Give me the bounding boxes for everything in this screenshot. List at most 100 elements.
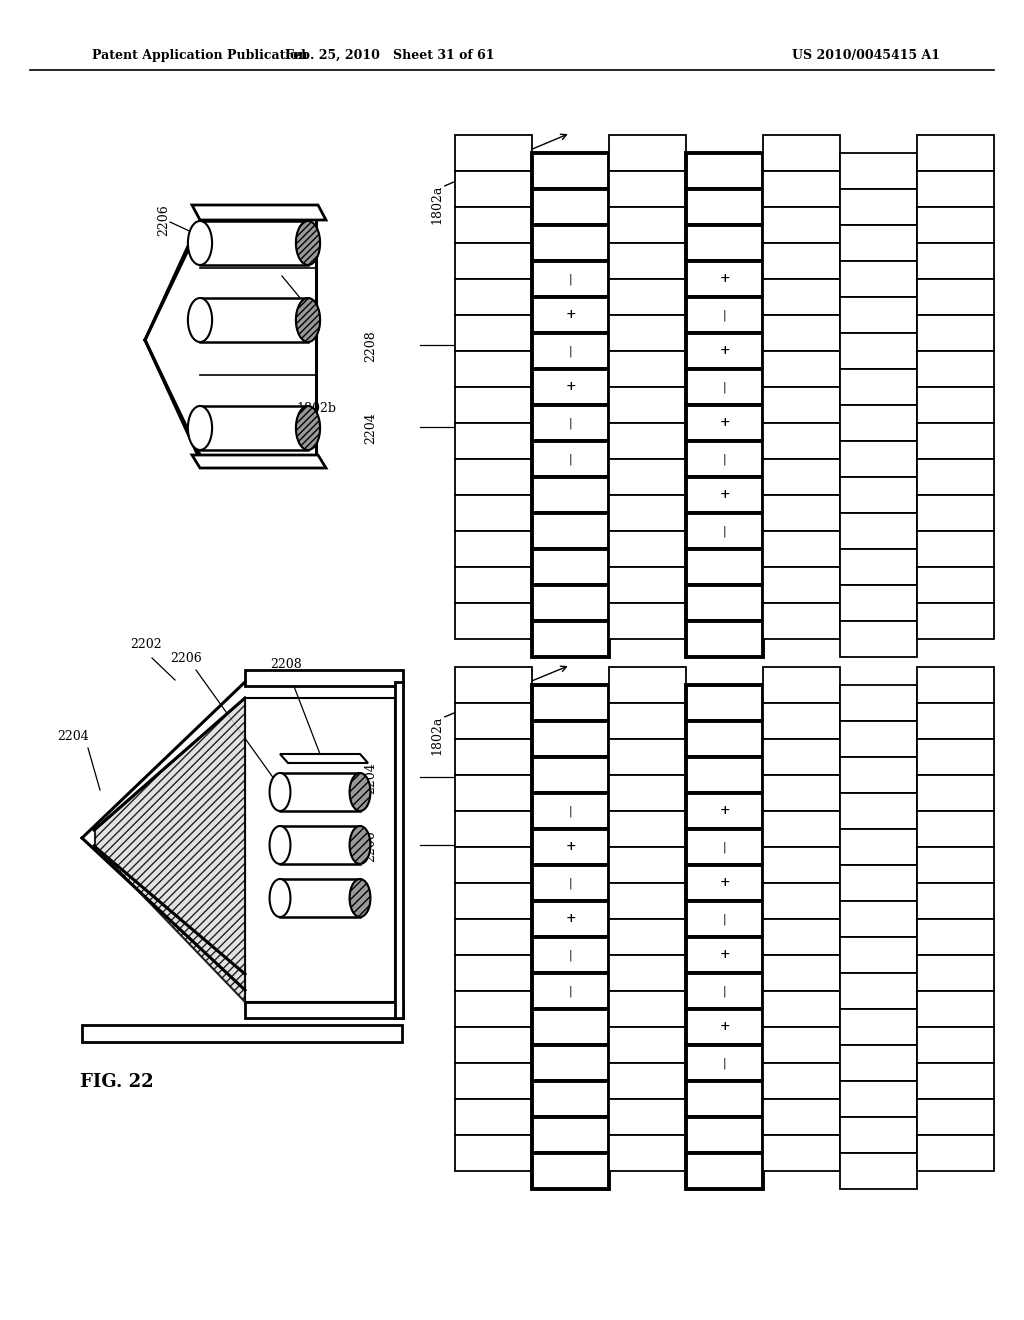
Text: 2204: 2204 [364, 762, 377, 793]
Bar [686, 1008, 763, 1045]
Bar [763, 279, 840, 315]
Bar [840, 224, 918, 261]
Bar [609, 207, 686, 243]
Bar [455, 459, 532, 495]
Bar [455, 847, 532, 883]
Bar [609, 387, 686, 422]
Bar [455, 667, 532, 704]
Bar [532, 405, 609, 441]
Polygon shape [95, 698, 245, 1002]
Bar [455, 704, 532, 739]
Bar [455, 172, 532, 207]
Bar [918, 954, 994, 991]
Bar [609, 1027, 686, 1063]
Text: |: | [723, 525, 726, 537]
Text: |: | [568, 346, 572, 356]
Bar [609, 1135, 686, 1171]
Bar [532, 902, 609, 937]
Bar [609, 775, 686, 810]
Bar [609, 919, 686, 954]
Text: Feb. 25, 2010   Sheet 31 of 61: Feb. 25, 2010 Sheet 31 of 61 [286, 49, 495, 62]
Ellipse shape [187, 407, 212, 450]
Polygon shape [280, 754, 368, 763]
Bar [918, 919, 994, 954]
Bar [918, 883, 994, 919]
Bar [532, 721, 609, 756]
Text: 2204: 2204 [57, 730, 89, 743]
Text: 1802b: 1802b [296, 403, 336, 414]
Bar [763, 172, 840, 207]
Bar [609, 531, 686, 568]
Text: |: | [568, 985, 572, 997]
Bar [918, 847, 994, 883]
Bar [532, 1045, 609, 1081]
Bar [609, 810, 686, 847]
Text: |: | [723, 985, 726, 997]
Text: |: | [568, 417, 572, 429]
Bar [763, 603, 840, 639]
Text: 2206: 2206 [364, 830, 377, 862]
Text: +: + [565, 309, 575, 322]
Bar [455, 531, 532, 568]
Bar [686, 865, 763, 902]
Bar [686, 620, 763, 657]
Bar [609, 1063, 686, 1100]
Bar [840, 405, 918, 441]
Ellipse shape [296, 407, 321, 450]
Text: |: | [723, 381, 726, 393]
Bar [840, 721, 918, 756]
Bar [918, 1063, 994, 1100]
Bar [763, 1100, 840, 1135]
Text: +: + [565, 841, 575, 854]
Text: +: + [719, 1020, 730, 1034]
Bar [918, 459, 994, 495]
Bar [455, 810, 532, 847]
Bar [686, 549, 763, 585]
Bar [532, 297, 609, 333]
Ellipse shape [296, 298, 321, 342]
Text: +: + [719, 804, 730, 817]
Bar [686, 297, 763, 333]
Bar [455, 1063, 532, 1100]
Text: 1802a: 1802a [430, 185, 443, 224]
Text: |: | [568, 273, 572, 285]
Bar [840, 370, 918, 405]
Bar [840, 756, 918, 793]
Ellipse shape [349, 826, 371, 865]
Text: |: | [723, 1057, 726, 1069]
Bar [686, 721, 763, 756]
Bar [686, 1045, 763, 1081]
Bar [686, 1152, 763, 1189]
Bar [532, 333, 609, 370]
Text: |: | [568, 949, 572, 961]
Text: 2206: 2206 [170, 652, 202, 665]
Bar [532, 441, 609, 477]
Bar [763, 883, 840, 919]
Bar [840, 1117, 918, 1152]
Bar [763, 243, 840, 279]
Bar [686, 441, 763, 477]
Bar [455, 919, 532, 954]
Bar [763, 387, 840, 422]
Bar [609, 1100, 686, 1135]
Ellipse shape [187, 298, 212, 342]
Bar [686, 153, 763, 189]
Bar [532, 865, 609, 902]
Bar [455, 568, 532, 603]
Bar [532, 549, 609, 585]
Bar [455, 739, 532, 775]
Bar [763, 739, 840, 775]
Bar [763, 667, 840, 704]
Bar [840, 189, 918, 224]
Bar [686, 585, 763, 620]
Bar [763, 991, 840, 1027]
Bar [200, 407, 308, 450]
Bar [840, 297, 918, 333]
Bar [532, 937, 609, 973]
Polygon shape [82, 1026, 402, 1041]
Ellipse shape [296, 220, 321, 265]
Bar [455, 991, 532, 1027]
Ellipse shape [269, 826, 291, 865]
Ellipse shape [349, 879, 371, 917]
Bar [455, 422, 532, 459]
